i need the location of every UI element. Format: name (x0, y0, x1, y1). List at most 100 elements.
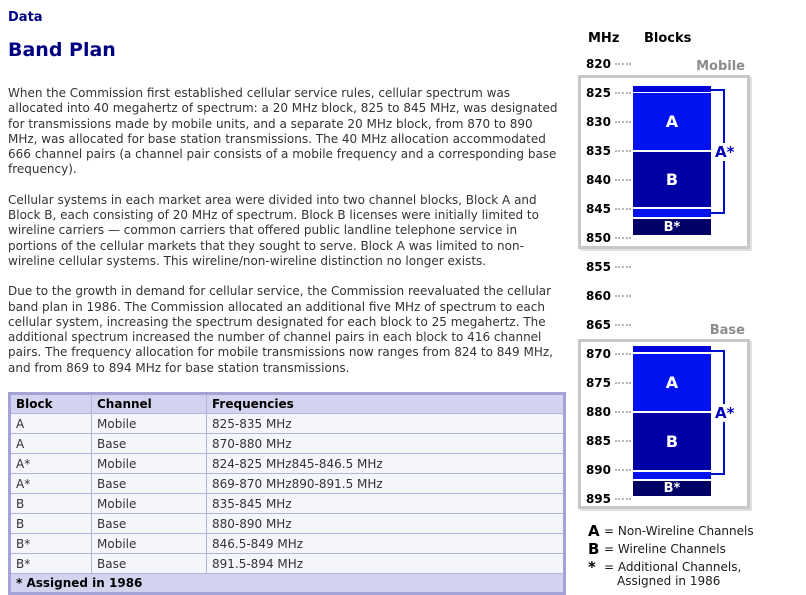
axis-tick-895: 895 (581, 491, 631, 506)
tick-dash-icon (615, 497, 631, 500)
tick-dash-icon (615, 439, 631, 442)
axis-tick-850: 850 (581, 230, 631, 245)
cell-frequencies: 869-870 MHz890-891.5 MHz (206, 473, 565, 495)
mobile-segment-b-star: B* (633, 219, 711, 235)
cell-channel: Base (91, 513, 207, 535)
section-label: Data (8, 10, 43, 25)
axis-tick-870: 870 (581, 346, 631, 361)
legend-symbol-b: B (588, 540, 600, 558)
cell-channel: Mobile (91, 413, 207, 435)
base-segment-a-star-top (633, 346, 711, 352)
mobile-segment-a-star-top (633, 86, 711, 92)
cell-block: A* (9, 453, 92, 475)
legend-symbol-a: A (588, 522, 600, 540)
tick-dash-icon (615, 149, 631, 152)
axis-tick-875: 875 (581, 375, 631, 390)
legend-text-asterisk: = Additional Channels, Assigned in 1986 (604, 560, 741, 588)
axis-tick-830: 830 (581, 114, 631, 129)
mobile-segment-a: A (633, 93, 711, 150)
tick-dash-icon (615, 352, 631, 355)
paragraph-blocks: Cellular systems in each market area wer… (8, 192, 539, 268)
column-header-channel: Channel (91, 393, 207, 415)
tick-dash-icon (615, 381, 631, 384)
main-content: Data Band Plan When the Commission first… (8, 8, 566, 595)
table-row: A Mobile 825-835 MHz (9, 413, 565, 435)
mobile-band-label: Mobile (696, 59, 745, 74)
axis-tick-880: 880 (581, 404, 631, 419)
cell-frequencies: 880-890 MHz (206, 513, 565, 535)
tick-dash-icon (615, 91, 631, 94)
tick-dash-icon (615, 207, 631, 210)
legend-text-b: = Wireline Channels (604, 542, 726, 556)
cell-block: A (9, 433, 92, 455)
axis-tick-865: 865 (581, 317, 631, 332)
axis-tick-835: 835 (581, 143, 631, 158)
legend-symbol-asterisk: * (588, 558, 596, 576)
cell-frequencies: 846.5-849 MHz (206, 533, 565, 555)
cell-channel: Base (91, 433, 207, 455)
axis-tick-825: 825 (581, 85, 631, 100)
table-row: B Base 880-890 MHz (9, 513, 565, 535)
legend-item-b: B = Wireline Channels (588, 540, 754, 558)
axis-tick-855: 855 (581, 259, 631, 274)
column-header-block: Block (9, 393, 92, 415)
tick-dash-icon (615, 265, 631, 268)
cell-channel: Mobile (91, 453, 207, 475)
page-title: Band Plan (8, 39, 116, 61)
cell-frequencies: 825-835 MHz (206, 413, 565, 435)
mobile-segment-a-star-bottom (633, 209, 711, 217)
base-a-star-bracket-label: A* (714, 404, 736, 422)
cell-channel: Mobile (91, 493, 207, 515)
legend-text-a: = Non-Wireline Channels (604, 524, 754, 538)
base-band-label: Base (709, 323, 745, 338)
cell-frequencies: 891.5-894 MHz (206, 553, 565, 575)
table-row: B Mobile 835-845 MHz (9, 493, 565, 515)
diagram-legend: A = Non-Wireline Channels B = Wireline C… (588, 524, 754, 592)
legend-item-a: A = Non-Wireline Channels (588, 522, 754, 540)
cell-frequencies: 835-845 MHz (206, 493, 565, 515)
base-segment-a: A (633, 354, 711, 411)
table-row: B* Mobile 846.5-849 MHz (9, 533, 565, 555)
cell-block: B* (9, 553, 92, 575)
table-row: A Base 870-880 MHz (9, 433, 565, 455)
axis-tick-860: 860 (581, 288, 631, 303)
base-segment-b: B (633, 413, 711, 470)
mobile-segment-b: B (633, 152, 711, 207)
cell-channel: Base (91, 553, 207, 575)
tick-dash-icon (615, 62, 631, 65)
cell-block: B* (9, 533, 92, 555)
axis-tick-890: 890 (581, 462, 631, 477)
legend-text-asterisk-line1: = Additional Channels, (604, 560, 742, 574)
table-header-row: Block Channel Frequencies (9, 393, 565, 415)
tick-dash-icon (615, 178, 631, 181)
cell-block: B (9, 513, 92, 535)
cell-frequencies: 824-825 MHz845-846.5 MHz (206, 453, 565, 475)
tick-dash-icon (615, 294, 631, 297)
mobile-a-star-bracket-label: A* (714, 143, 736, 161)
axis-tick-885: 885 (581, 433, 631, 448)
tick-dash-icon (615, 468, 631, 471)
base-segment-a-star-bottom (633, 472, 711, 479)
cell-block: A* (9, 473, 92, 495)
legend-text-asterisk-line2: Assigned in 1986 (617, 574, 721, 588)
frequency-table: Block Channel Frequencies A Mobile 825-8… (8, 392, 566, 595)
tick-dash-icon (615, 323, 631, 326)
base-segment-b-star: B* (633, 481, 711, 496)
cell-frequencies: 870-880 MHz (206, 433, 565, 455)
axis-tick-820: 820 (581, 56, 631, 71)
table-row: A* Base 869-870 MHz890-891.5 MHz (9, 473, 565, 495)
axis-header-mhz: MHz (588, 31, 620, 46)
tick-dash-icon (615, 120, 631, 123)
cell-block: A (9, 413, 92, 435)
axis-tick-845: 845 (581, 201, 631, 216)
paragraph-1986: Due to the growth in demand for cellular… (8, 284, 553, 375)
table-row: A* Mobile 824-825 MHz845-846.5 MHz (9, 453, 565, 475)
cell-channel: Base (91, 473, 207, 495)
paragraph-history: When the Commission first established ce… (8, 86, 558, 177)
column-header-frequencies: Frequencies (206, 393, 565, 415)
table-footnote: * Assigned in 1986 (9, 573, 565, 595)
cell-channel: Mobile (91, 533, 207, 555)
tick-dash-icon (615, 236, 631, 239)
band-plan-diagram: MHz Blocks 820 825 830 835 840 845 850 8… (575, 0, 806, 590)
table-footnote-row: * Assigned in 1986 (9, 573, 565, 595)
